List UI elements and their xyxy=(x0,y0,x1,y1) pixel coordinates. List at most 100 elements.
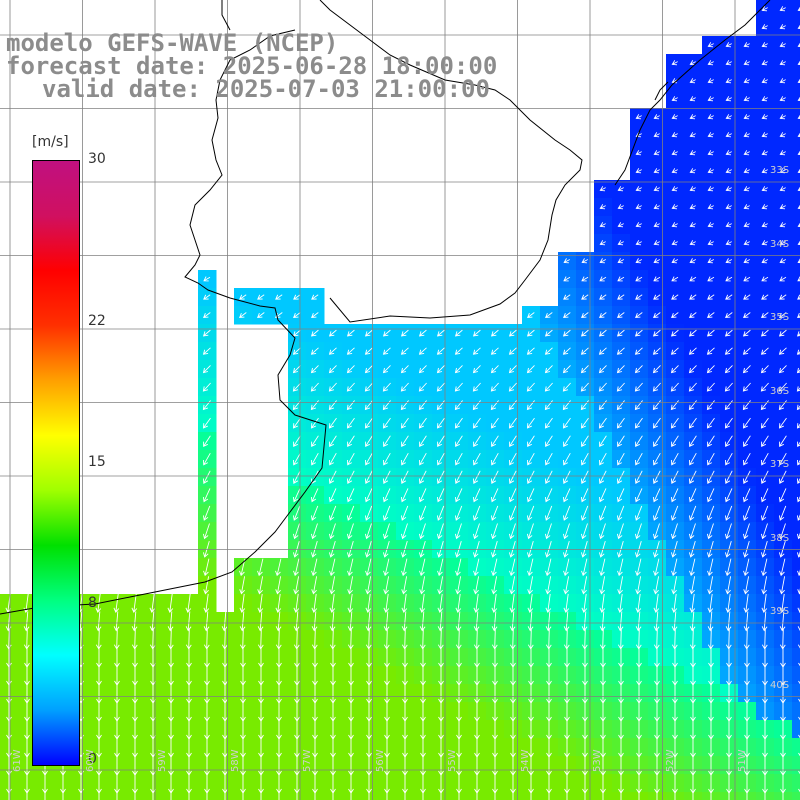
wind-arrow xyxy=(689,611,696,632)
wind-arrow xyxy=(419,417,427,429)
wind-arrow xyxy=(422,791,424,800)
wind-arrow xyxy=(688,400,697,411)
wind-arrow xyxy=(743,294,751,300)
wind-arrow xyxy=(760,505,769,521)
wind-arrow xyxy=(401,576,408,595)
wind-arrow xyxy=(548,791,550,800)
wind-arrow xyxy=(779,24,786,30)
wind-arrow xyxy=(383,576,390,595)
wind-arrow xyxy=(382,382,391,392)
wind-arrow xyxy=(797,423,800,429)
wind-arrow xyxy=(581,294,589,300)
wind-arrow xyxy=(203,576,210,595)
wind-arrow xyxy=(616,470,625,484)
wind-arrow xyxy=(293,417,301,429)
wind-arrow xyxy=(292,488,301,503)
wind-arrow xyxy=(454,488,463,503)
wind-arrow xyxy=(242,791,244,800)
wind-arrow xyxy=(473,452,481,466)
wind-arrow xyxy=(725,114,732,120)
wind-arrow xyxy=(458,791,460,800)
wind-arrow xyxy=(743,186,750,192)
wind-cell xyxy=(792,360,800,379)
wind-arrow xyxy=(437,435,445,448)
wind-arrow xyxy=(509,452,517,466)
wind-arrow xyxy=(616,365,625,374)
wind-arrow xyxy=(382,400,391,411)
wind-arrow xyxy=(491,452,499,466)
wind-arrow xyxy=(779,132,786,138)
wind-arrow xyxy=(544,329,553,337)
wind-arrow xyxy=(761,96,768,102)
wind-arrow xyxy=(185,611,192,632)
wind-arrow xyxy=(545,593,552,613)
wind-cell xyxy=(792,396,800,415)
wind-arrow xyxy=(635,114,642,120)
wind-arrow xyxy=(257,593,264,613)
title-model: modelo GEFS-WAVE (NCEP) xyxy=(6,29,339,57)
wind-arrow xyxy=(688,505,697,521)
wind-arrow xyxy=(761,132,768,138)
wind-arrow xyxy=(761,258,769,264)
wind-arrow xyxy=(670,365,679,374)
wind-arrow xyxy=(653,593,660,613)
wind-arrow xyxy=(635,222,642,228)
wind-arrow xyxy=(202,505,211,521)
wind-arrow xyxy=(725,222,732,228)
wind-arrow xyxy=(617,294,625,300)
wind-arrow xyxy=(545,435,553,448)
wind-arrow xyxy=(598,505,607,521)
wind-arrow xyxy=(706,540,714,558)
wind-cell xyxy=(792,36,800,55)
wind-arrow xyxy=(490,470,499,484)
wind-arrow xyxy=(580,470,589,484)
wind-arrow xyxy=(674,791,676,800)
wind-arrow xyxy=(473,435,481,448)
wind-arrow xyxy=(725,558,732,577)
wind-arrow xyxy=(418,382,427,392)
wind-arrow xyxy=(490,365,499,374)
wind-arrow xyxy=(761,42,768,48)
wind-arrow xyxy=(725,132,732,138)
wind-arrow xyxy=(419,593,426,613)
wind-arrow xyxy=(167,593,174,613)
wind-arrow xyxy=(580,523,588,540)
wind-arrow xyxy=(401,417,409,429)
wind-arrow xyxy=(743,576,750,595)
wind-arrow xyxy=(743,114,750,120)
wind-cell xyxy=(792,144,800,163)
wind-arrow xyxy=(508,365,517,374)
wind-arrow xyxy=(527,452,535,466)
wind-arrow xyxy=(653,240,660,246)
wind-arrow xyxy=(796,349,800,355)
wind-arrow xyxy=(383,435,391,448)
wind-arrow xyxy=(239,593,246,613)
wind-arrow xyxy=(652,470,661,484)
wind-arrow xyxy=(671,96,678,102)
wind-arrow xyxy=(95,611,102,632)
wind-arrow xyxy=(311,294,319,300)
wind-arrow xyxy=(707,168,714,174)
wind-cell xyxy=(792,756,800,775)
wind-arrow xyxy=(598,347,607,355)
wind-arrow xyxy=(400,540,408,558)
wind-arrow xyxy=(779,222,786,228)
wind-arrow xyxy=(671,114,678,120)
wind-arrow xyxy=(616,329,625,337)
wind-arrow xyxy=(473,593,480,613)
wind-arrow xyxy=(688,347,697,355)
wind-arrow xyxy=(545,417,553,429)
wind-arrow xyxy=(257,294,265,300)
wind-arrow xyxy=(473,417,481,429)
wind-arrow xyxy=(706,400,715,411)
wind-arrow xyxy=(616,382,625,392)
wind-arrow xyxy=(544,488,553,503)
wind-arrow xyxy=(743,240,750,246)
wind-arrow xyxy=(490,329,499,337)
wind-arrow xyxy=(724,347,733,355)
wind-arrow xyxy=(653,132,660,138)
wind-arrow xyxy=(778,329,787,337)
wind-arrow xyxy=(707,452,715,466)
wind-arrow xyxy=(436,488,445,503)
